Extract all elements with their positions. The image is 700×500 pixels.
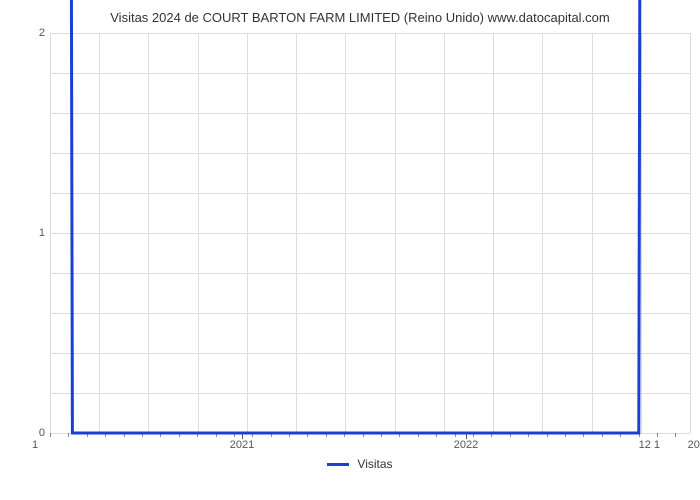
y-tick-label: 2: [30, 27, 45, 39]
series-polyline: [50, 0, 690, 433]
y-tick-label: 0: [30, 427, 45, 439]
x-axis-right-far-label: 202: [688, 439, 700, 451]
x-axis-right-corner-labels: 12 1: [639, 439, 660, 451]
x-tick-label: 2022: [454, 439, 478, 451]
legend-swatch: [327, 463, 349, 466]
x-tick-label: 2021: [230, 439, 254, 451]
legend: Visitas: [40, 457, 680, 471]
line-series-svg: [50, 33, 690, 433]
x-axis-left-corner-label: 1: [32, 439, 38, 451]
chart-title: Visitas 2024 de COURT BARTON FARM LIMITE…: [40, 10, 680, 25]
plot-area: 012 20212022 1 12 1 202: [50, 33, 690, 433]
legend-label: Visitas: [357, 457, 392, 471]
chart-container: Visitas 2024 de COURT BARTON FARM LIMITE…: [0, 0, 700, 500]
y-tick-label: 1: [30, 227, 45, 239]
